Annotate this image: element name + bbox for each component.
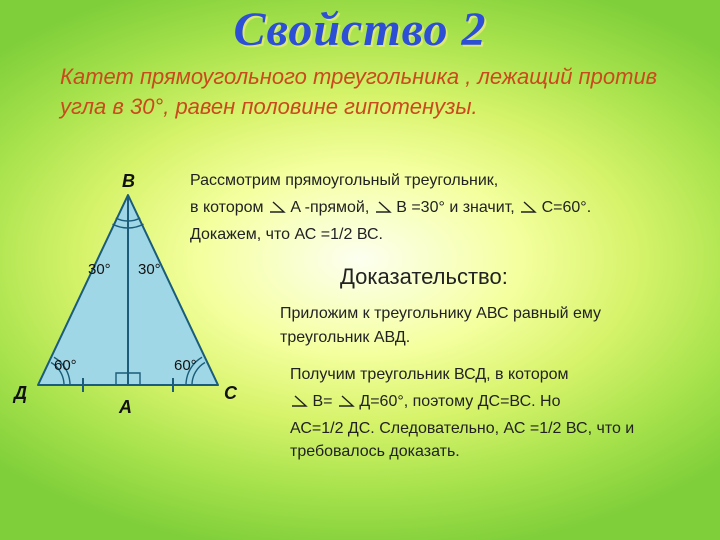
angle-icon (519, 200, 537, 214)
theorem-statement: Катет прямоугольного треугольника , лежа… (60, 62, 660, 121)
angle-60-right: 60° (174, 357, 197, 374)
vertex-label-b: В (122, 171, 135, 192)
vertex-label-a: A (119, 397, 132, 418)
angle-icon (290, 394, 308, 408)
triangle-svg (18, 185, 258, 425)
angle-icon (374, 200, 392, 214)
txt: A -прямой, (290, 199, 373, 216)
angle-30-left: 30° (88, 261, 111, 278)
angle-icon (268, 200, 286, 214)
line-result1: Получим треугольник ВСД, в котором (290, 363, 710, 386)
angle-icon (337, 394, 355, 408)
vertex-label-d: Д (14, 383, 27, 404)
vertex-label-c: С (224, 383, 237, 404)
line-claim: Докажем, что АС =1/2 ВС. (190, 223, 710, 246)
line-consider: Рассмотрим прямоугольный треугольник, (190, 169, 710, 192)
proof-text: Рассмотрим прямоугольный треугольник, в … (190, 165, 710, 468)
txt: Д=60°, поэтому ДС=ВС. Но (359, 393, 560, 410)
proof-heading: Доказательство: (340, 261, 710, 293)
angle-30-right: 30° (138, 261, 161, 278)
line-result2: В= Д=60°, поэтому ДС=ВС. Но (290, 390, 710, 413)
txt: C=60°. (542, 199, 592, 216)
txt: B =30° и значит, (396, 199, 519, 216)
angle-60-left: 60° (54, 357, 77, 374)
page-title: Свойство 2 (0, 2, 720, 57)
line-angles: в котором A -прямой, B =30° и значит, C=… (190, 196, 710, 219)
line-conclude: АС=1/2 ДС. Следовательно, АС =1/2 ВС, чт… (290, 417, 670, 463)
triangle-diagram: В Д С A 30° 30° 60° 60° (18, 185, 258, 435)
line-construct: Приложим к треугольнику АВС равный ему т… (280, 302, 660, 348)
txt: В= (312, 393, 336, 410)
